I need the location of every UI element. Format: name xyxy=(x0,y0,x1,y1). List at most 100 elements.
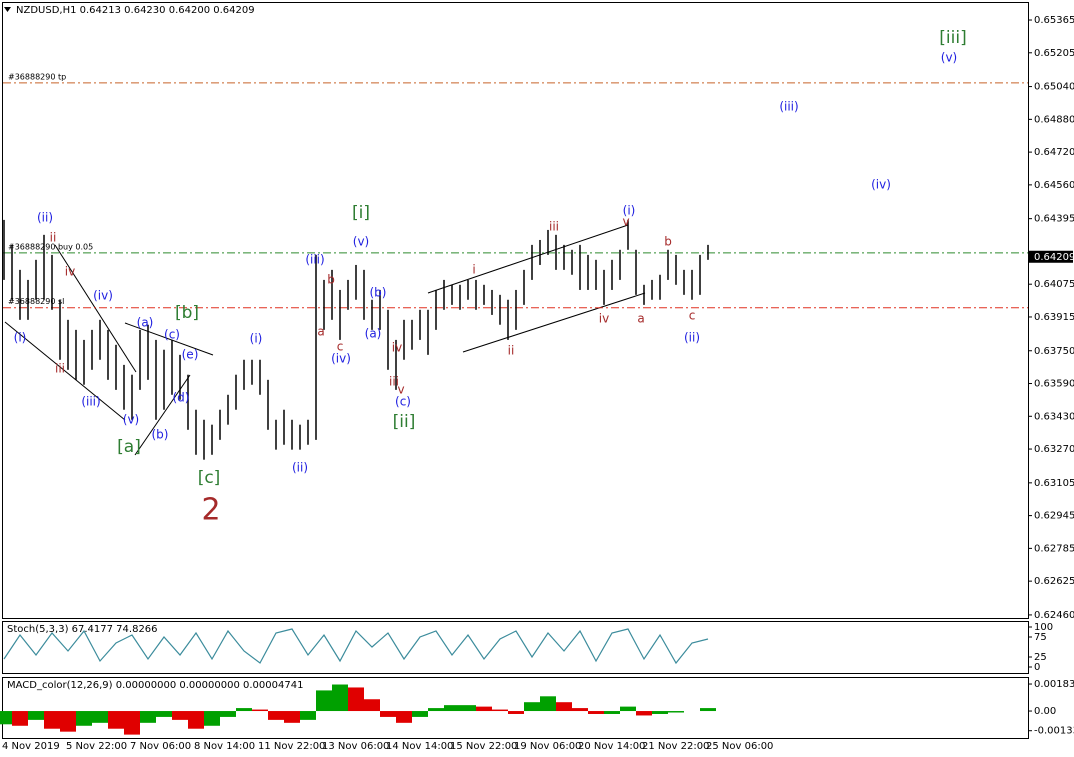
macd-bar xyxy=(540,696,556,712)
order-label: #36888290 tp xyxy=(8,72,66,81)
macd-bar xyxy=(188,711,204,729)
wave-label: (i) xyxy=(623,204,636,218)
macd-bar xyxy=(252,709,268,712)
wave-label: (d) xyxy=(173,391,190,405)
y-tick-label: 25 xyxy=(1034,652,1047,663)
wave-label: (c) xyxy=(164,328,180,342)
wave-label: iv xyxy=(65,265,75,279)
y-tick-label: 0.62785 xyxy=(1034,543,1074,554)
y-tick-label: 100 xyxy=(1034,622,1053,633)
x-tick-label: 5 Nov 22:00 xyxy=(66,741,127,752)
macd-bar xyxy=(380,711,396,717)
y-tick-label: 0 xyxy=(1034,662,1040,673)
wave-label: (ii) xyxy=(37,211,53,225)
chart-title: NZDUSD,H1 0.64213 0.64230 0.64200 0.6420… xyxy=(16,5,255,16)
x-tick-label: 7 Nov 06:00 xyxy=(130,741,191,752)
macd-bar xyxy=(28,711,44,720)
macd-bar xyxy=(668,711,684,713)
y-tick-label: 0.62625 xyxy=(1034,576,1074,587)
macd-bar xyxy=(204,711,220,726)
macd-bar xyxy=(524,702,540,712)
wave-label: b xyxy=(327,273,335,287)
macd-bar xyxy=(108,711,124,729)
macd-bar xyxy=(604,711,620,714)
x-tick-label: 15 Nov 22:00 xyxy=(450,741,517,752)
y-tick-label: 0.64720 xyxy=(1034,147,1074,158)
x-tick-label: 21 Nov 22:00 xyxy=(642,741,709,752)
y-tick-label: 0.63750 xyxy=(1034,346,1074,357)
y-tick-label: 0.65205 xyxy=(1034,48,1074,59)
wave-label: iii xyxy=(55,362,65,376)
trendline xyxy=(462,292,646,353)
wave-label: b xyxy=(664,235,672,249)
macd-bar xyxy=(44,711,60,729)
order-label: #36888290 sl xyxy=(8,297,64,306)
y-tick-label: 0.0018331 xyxy=(1034,679,1074,690)
macd-bar xyxy=(316,690,332,712)
macd-bar xyxy=(636,711,652,716)
wave-label: (iv) xyxy=(93,289,113,303)
trendline xyxy=(4,321,126,421)
macd-bar xyxy=(428,708,444,712)
wave-label: a xyxy=(317,325,324,339)
wave-label: (iv) xyxy=(871,178,891,192)
trendlines xyxy=(4,224,646,456)
x-tick-label: 25 Nov 06:00 xyxy=(706,741,773,752)
macd-bar xyxy=(92,711,108,723)
macd-bar xyxy=(348,687,364,712)
last-price-box xyxy=(1029,250,1073,263)
wave-label: (iii) xyxy=(779,100,798,114)
wave-label: c xyxy=(689,309,696,323)
y-tick-label: 0.00 xyxy=(1034,706,1056,717)
wave-label: (v) xyxy=(123,413,139,427)
trendline xyxy=(427,224,629,294)
macd-bar xyxy=(268,711,284,720)
x-tick-label: 4 Nov 2019 xyxy=(2,741,60,752)
macd-bar xyxy=(572,708,588,712)
wave-label: (v) xyxy=(353,235,369,249)
macd-bar xyxy=(700,708,716,712)
wave-label: (b) xyxy=(370,286,387,300)
wave-label: (a) xyxy=(365,327,382,341)
wave-label: iv xyxy=(392,341,402,355)
wave-label: c xyxy=(337,340,344,354)
x-tick-label: 20 Nov 14:00 xyxy=(578,741,645,752)
wave-label: [ii] xyxy=(393,412,416,432)
macd-bar xyxy=(412,711,428,717)
last-price: 0.64209 xyxy=(1034,252,1074,263)
wave-label: v xyxy=(397,383,404,397)
wave-label: i xyxy=(472,263,475,277)
x-tick-label: 13 Nov 06:00 xyxy=(322,741,389,752)
wave-label: (e) xyxy=(182,348,199,362)
macd-bar xyxy=(652,711,668,714)
macd-bar xyxy=(140,711,156,723)
wave-label: a xyxy=(637,312,644,326)
trendline xyxy=(134,374,191,456)
wave-label: [c] xyxy=(198,468,221,488)
macd-bar xyxy=(156,711,172,717)
main-panel xyxy=(2,2,1029,619)
macd-bar xyxy=(588,711,604,714)
stoch-line xyxy=(3,628,709,665)
y-tick-label: 75 xyxy=(1034,632,1047,643)
wave-label: iii xyxy=(389,375,399,389)
wave-label: 2 xyxy=(201,493,220,528)
macd-bar xyxy=(492,709,508,712)
wave-label: (ii) xyxy=(684,331,700,345)
y-tick-label: 0.63915 xyxy=(1034,312,1074,323)
macd-bar xyxy=(12,711,28,726)
macd-bar xyxy=(332,684,348,712)
wave-label: (iv) xyxy=(331,352,351,366)
y-tick-label: -0.001335 xyxy=(1034,726,1074,737)
wave-label: (i) xyxy=(14,331,27,345)
x-tick-label: 8 Nov 14:00 xyxy=(194,741,255,752)
trendline xyxy=(54,244,137,373)
wave-label: (c) xyxy=(395,395,411,409)
y-tick-label: 0.62945 xyxy=(1034,511,1074,522)
macd-panel xyxy=(2,677,1029,739)
stoch-title: Stoch(5,3,3) 67.4177 74.8266 xyxy=(7,624,158,635)
wave-label: (iii) xyxy=(305,253,324,267)
wave-label: [b] xyxy=(175,303,199,323)
